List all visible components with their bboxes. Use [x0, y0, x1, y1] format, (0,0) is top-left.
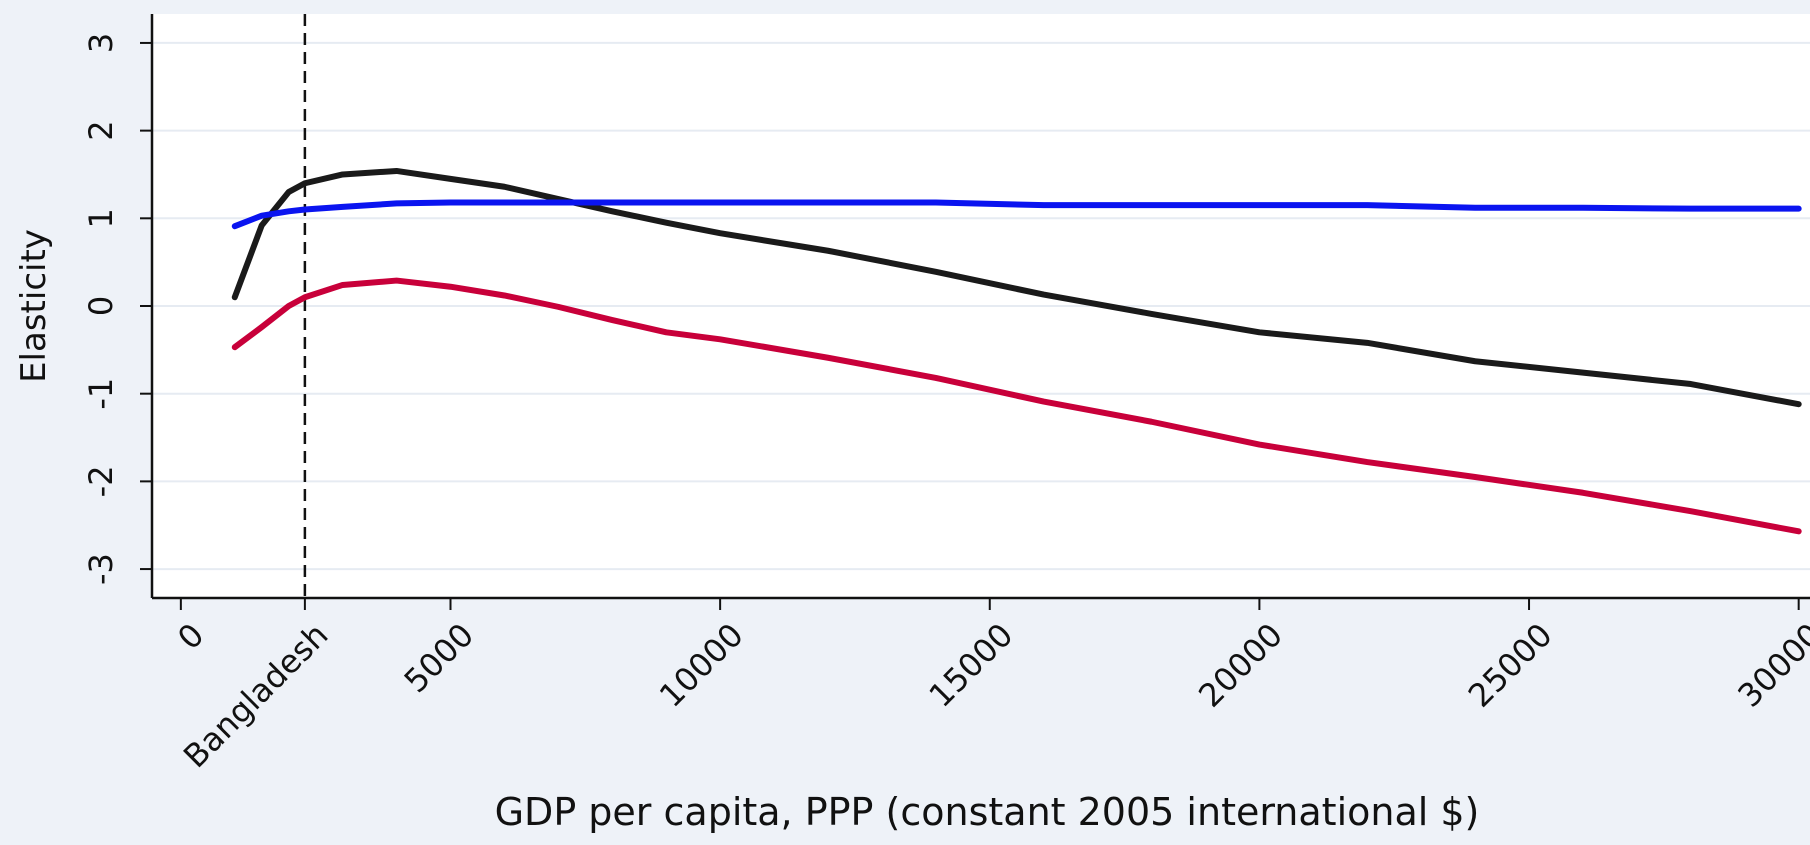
y-tick-label: -2	[82, 465, 120, 497]
x-tick-label: 0	[170, 616, 211, 657]
line-series	[231, 277, 1802, 535]
y-tick-label: 0	[82, 296, 120, 316]
x-tick-label: 25000	[1461, 616, 1560, 715]
y-tick-label: -3	[82, 553, 120, 585]
line-series	[231, 199, 1802, 230]
x-tick-label: 15000	[922, 616, 1021, 715]
y-tick-label: 3	[82, 33, 120, 53]
x-tick-label: 30000	[1730, 616, 1810, 715]
x-tick-label: 20000	[1191, 616, 1290, 715]
y-axis-title: Elasticity	[14, 229, 54, 383]
x-axis-title: GDP per capita, PPP (constant 2005 inter…	[495, 790, 1480, 834]
line-series	[231, 167, 1802, 408]
x-tick-label: 5000	[397, 616, 481, 700]
x-tick-label: 10000	[652, 616, 751, 715]
y-tick-label: -1	[82, 378, 120, 410]
y-tick-label: 2	[82, 120, 120, 140]
y-tick-label: 1	[82, 208, 120, 228]
